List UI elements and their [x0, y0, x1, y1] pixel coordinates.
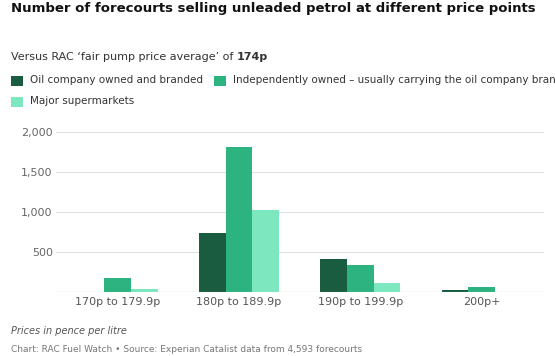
Bar	[104, 278, 131, 292]
Bar	[226, 147, 253, 292]
Bar	[199, 233, 226, 292]
Text: Prices in pence per litre: Prices in pence per litre	[11, 326, 127, 336]
Bar	[374, 283, 400, 292]
Bar	[253, 210, 279, 292]
Bar	[320, 259, 347, 292]
Bar	[347, 266, 374, 292]
Text: Versus RAC ‘fair pump price average’ of: Versus RAC ‘fair pump price average’ of	[11, 52, 237, 62]
Text: Chart: RAC Fuel Watch • Source: Experian Catalist data from 4,593 forecourts: Chart: RAC Fuel Watch • Source: Experian…	[11, 345, 362, 354]
Text: Oil company owned and branded: Oil company owned and branded	[30, 75, 203, 85]
Text: Independently owned – usually carrying the oil company brand: Independently owned – usually carrying t…	[233, 75, 555, 85]
Text: Number of forecourts selling unleaded petrol at different price points: Number of forecourts selling unleaded pe…	[11, 2, 536, 15]
Text: 174p: 174p	[237, 52, 268, 62]
Bar	[468, 287, 495, 292]
Bar	[131, 289, 158, 292]
Bar	[442, 289, 468, 292]
Text: Major supermarkets: Major supermarkets	[30, 96, 134, 106]
